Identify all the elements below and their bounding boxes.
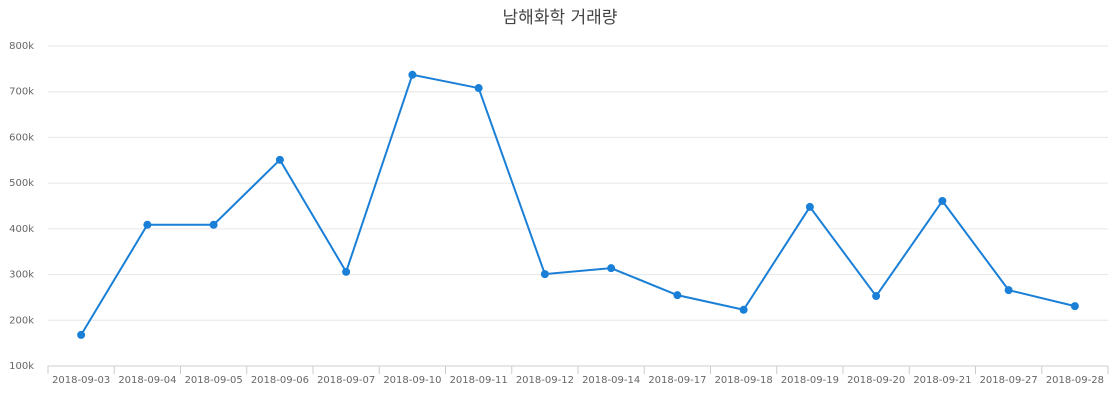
point [209,220,218,229]
x-tick-label: 2018-09-12 [516,375,574,386]
point [275,155,284,164]
point [607,264,616,273]
x-tick-label: 2018-09-18 [715,375,773,386]
chart-title: 남해화학 거래량 [503,8,618,28]
x-tick-label: 2018-09-20 [847,375,905,386]
line [80,73,1076,336]
y-tick-label: 700k [9,87,34,98]
point [739,305,748,314]
x-tick-label: 2018-09-19 [781,375,839,386]
point [1004,286,1013,295]
y-tick-label: 200k [9,315,34,326]
x-tick-label: 2018-09-14 [582,375,640,386]
y-tick-label: 800k [9,41,34,52]
y-tick-label: 600k [9,132,34,143]
point [77,330,86,339]
x-tick-label: 2018-09-17 [648,375,706,386]
x-tick-label: 2018-09-06 [251,375,309,386]
x-tick-label: 2018-09-21 [913,375,971,386]
x-tick-label: 2018-09-03 [52,375,110,386]
x-tick-label: 2018-09-10 [383,375,441,386]
x-tick-label: 2018-09-05 [185,375,243,386]
y-tick-label: 300k [9,270,34,281]
x-tick-label: 2018-09-27 [980,375,1038,386]
x-tick-label: 2018-09-11 [450,375,508,386]
y-tick-label: 400k [9,224,34,235]
x-tick-label: 2018-09-07 [317,375,375,386]
point [408,70,417,79]
point [938,196,947,205]
point [540,270,549,279]
point [342,267,351,276]
point [1070,302,1079,311]
x-tick-label: 2018-09-28 [1046,375,1104,386]
y-tick-label: 500k [9,178,34,189]
x-tick-label: 2018-09-04 [118,375,176,386]
point [805,202,814,211]
point [474,84,483,93]
point [143,220,152,229]
point [872,292,881,301]
point [673,291,682,300]
y-tick-label: 100k [9,361,34,372]
